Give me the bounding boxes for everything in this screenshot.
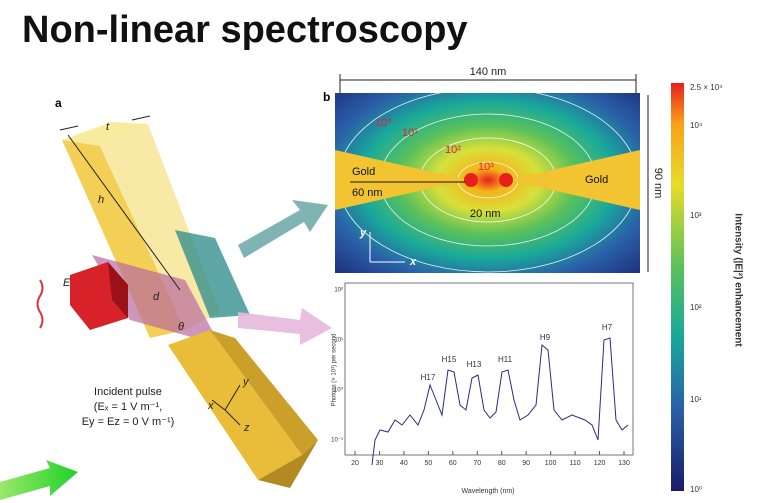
colorbar-tick: 10⁰ bbox=[690, 485, 702, 494]
panel-label: a bbox=[55, 96, 62, 110]
teal-plane bbox=[175, 230, 250, 318]
label-t: t bbox=[106, 121, 110, 133]
prism-top bbox=[62, 122, 148, 146]
plot-frame bbox=[344, 282, 634, 456]
y-axis-label: Photons (× 10³) per second bbox=[332, 334, 338, 407]
contour-label: 10⁰ bbox=[375, 117, 392, 129]
colorbar-label: Intensity (|E|²) enhancement bbox=[732, 213, 743, 347]
colorbar-tick: 10³ bbox=[690, 211, 702, 220]
axis bbox=[224, 409, 241, 426]
x-tick-label: 70 bbox=[473, 460, 481, 467]
h-arrow bbox=[67, 134, 181, 291]
gold-right bbox=[508, 150, 640, 210]
prism-lower-end bbox=[258, 440, 318, 488]
slide-title: Non-linear spectroscopy bbox=[22, 9, 468, 51]
x-tick-label: 50 bbox=[424, 460, 432, 467]
gold-left bbox=[335, 150, 468, 210]
label-theta: θ bbox=[178, 321, 184, 333]
panel-label: b bbox=[323, 90, 330, 104]
caption: (Eₓ = 1 V m⁻¹, bbox=[94, 401, 162, 413]
contour-label: 10³ bbox=[478, 161, 494, 173]
arrow-pink bbox=[238, 308, 332, 345]
axis bbox=[211, 399, 226, 411]
contour-label: 10¹ bbox=[402, 127, 418, 139]
prism-side bbox=[100, 124, 220, 330]
y-tick-label: 10² bbox=[334, 288, 343, 294]
axis-label: z bbox=[243, 422, 250, 434]
y-tick-label: 10⁰ bbox=[334, 387, 344, 394]
gold-label: Gold bbox=[585, 174, 608, 186]
harmonic-label: H17 bbox=[421, 373, 436, 382]
dim-label: 20 nm bbox=[470, 208, 501, 220]
x-tick-label: 30 bbox=[376, 460, 384, 467]
colorbar-scale bbox=[671, 83, 684, 491]
colorbar-tick: 10⁴ bbox=[690, 121, 703, 130]
x-tick-label: 60 bbox=[449, 460, 457, 467]
harmonic-label: H15 bbox=[442, 355, 457, 364]
panel-a: a t h E d θ y x z Incident pulse (Eₓ = 1… bbox=[0, 96, 332, 500]
prism-lower-side bbox=[210, 330, 318, 455]
spectrum: H17 H15 H13 H11 H9 H7 10² 10¹ 10⁰ 10⁻¹ 20 30… bbox=[331, 282, 634, 495]
harmonic-label: H7 bbox=[602, 323, 613, 332]
colorbar-tick: 10² bbox=[690, 303, 702, 312]
t-arrow bbox=[59, 125, 79, 131]
axis bbox=[224, 384, 241, 411]
gold-label: Gold bbox=[352, 166, 375, 178]
t-arrow bbox=[131, 115, 151, 121]
harmonic-label: H13 bbox=[467, 360, 482, 369]
x-tick-label: 20 bbox=[351, 460, 359, 467]
pulse-wave bbox=[36, 279, 44, 329]
dim-label: 90 nm bbox=[652, 168, 664, 199]
x-tick-label: 40 bbox=[400, 460, 408, 467]
x-tick-label: 130 bbox=[618, 460, 630, 467]
harmonic-label: H11 bbox=[498, 355, 513, 364]
spectrum-line bbox=[371, 337, 629, 466]
arrow-teal bbox=[238, 200, 328, 258]
x-tick-label: 110 bbox=[570, 460, 581, 467]
y-tick-label: 10⁻¹ bbox=[331, 438, 343, 444]
x-tick-label: 80 bbox=[498, 460, 506, 467]
hotspot bbox=[464, 173, 478, 187]
pulse-box-side bbox=[108, 262, 128, 318]
harmonic-label: H9 bbox=[540, 333, 551, 342]
axis-label: y bbox=[242, 376, 250, 388]
label-d: d bbox=[153, 291, 160, 303]
colorbar-tick: 10¹ bbox=[690, 395, 702, 404]
caption: Incident pulse bbox=[94, 386, 162, 398]
label-e: E bbox=[63, 277, 71, 289]
axis-label: x bbox=[409, 256, 417, 268]
x-axis-label: Wavelength (nm) bbox=[461, 488, 514, 495]
caption: Ey = Ez = 0 V m⁻¹) bbox=[82, 416, 175, 428]
prism-lower-face bbox=[168, 330, 302, 480]
arrow-green bbox=[0, 460, 78, 500]
x-tick-label: 120 bbox=[594, 460, 606, 467]
panel-b: b 10⁰ 10¹ 10² 10³ Gold 60 nm Gold 20 nm … bbox=[323, 66, 664, 273]
hotspot bbox=[499, 173, 513, 187]
dim-label: 60 nm bbox=[352, 187, 383, 199]
polarisation-plane bbox=[92, 255, 220, 345]
dim-label: 140 nm bbox=[470, 66, 507, 78]
contour-label: 10² bbox=[445, 144, 461, 156]
x-tick-label: 100 bbox=[545, 460, 557, 467]
axis-label: y bbox=[359, 227, 367, 239]
colorbar-tick: 2.5 × 10⁴ bbox=[690, 83, 723, 92]
label-h: h bbox=[98, 194, 104, 206]
colorbar: 2.5 × 10⁴ 10⁴ 10³ 10² 10¹ 10⁰ Intensity … bbox=[671, 83, 743, 494]
axis-label: x bbox=[207, 400, 214, 412]
y-tick-label: 10¹ bbox=[334, 338, 343, 344]
x-tick-label: 90 bbox=[522, 460, 530, 467]
